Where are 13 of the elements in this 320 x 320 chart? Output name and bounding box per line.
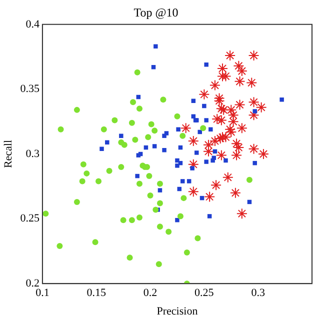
x-tick-label: 0.15 <box>86 287 106 300</box>
x-tick-label: 0.1 <box>36 287 50 300</box>
y-tick-label: 0.3 <box>26 148 40 160</box>
x-axis-title: Precision <box>156 305 198 318</box>
y-tick-label: 0.2 <box>26 277 40 290</box>
x-tick-label: 0.25 <box>194 287 214 300</box>
y-axis-title: Recall <box>2 140 14 168</box>
y-tick-label: 0.25 <box>20 212 40 225</box>
y-tick-label: 0.4 <box>26 18 40 30</box>
x-tick-label: 0.2 <box>143 287 158 300</box>
chart-title: Top @10 <box>134 5 178 20</box>
y-tick-label: 0.35 <box>20 83 40 96</box>
x-tick-label: 0.3 <box>251 287 266 300</box>
